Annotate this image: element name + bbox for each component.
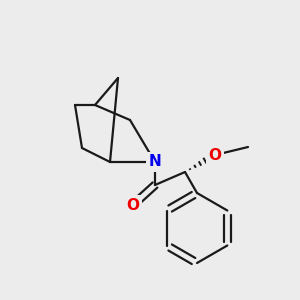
Text: O: O bbox=[127, 197, 140, 212]
Text: O: O bbox=[208, 148, 221, 163]
Text: N: N bbox=[148, 154, 161, 169]
